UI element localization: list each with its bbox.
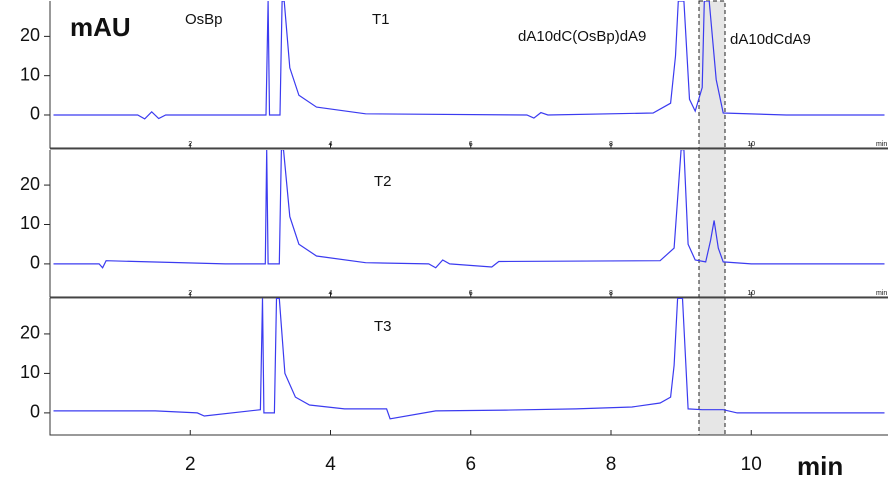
x-tick-label: 2	[188, 290, 192, 297]
y-tick-label: 10	[20, 362, 40, 382]
x-tick-label: 10	[747, 141, 755, 148]
y-tick-label: 10	[20, 64, 40, 84]
x-tick-label: 6	[469, 290, 473, 297]
x-tick-label: 6	[469, 141, 473, 148]
axis-frame	[49, 1, 888, 149]
y-tick-label: 20	[20, 174, 40, 194]
y-tick-label: 0	[30, 104, 40, 124]
x-axis-label: min	[876, 290, 887, 297]
trace	[53, 1, 885, 120]
x-tick-label: 2	[188, 141, 192, 148]
y-tick-label: 0	[30, 402, 40, 422]
y-tick-label: 10	[20, 213, 40, 233]
annotation: T2	[374, 173, 392, 190]
y-tick-label: 20	[20, 25, 40, 45]
trace	[53, 298, 885, 420]
x-tick-label: 4	[329, 141, 333, 148]
x-tick-label: 10	[747, 290, 755, 297]
highlight-box	[698, 0, 726, 436]
x-tick-label: 4	[329, 290, 333, 297]
annotation: T1	[372, 11, 390, 28]
x-tick-label: 8	[606, 454, 617, 475]
y-tick-label: 20	[20, 323, 40, 343]
annotation: dA10dCdA9	[730, 31, 811, 48]
annotation: dA10dC(OsBp)dA9	[518, 28, 646, 45]
axis-frame	[49, 298, 888, 436]
x-tick-label: 2	[185, 454, 196, 475]
axis-frame	[49, 150, 888, 298]
x-tick-label: 8	[609, 290, 613, 297]
x-tick-label: 10	[741, 454, 762, 475]
y-axis-label: mAU	[70, 12, 131, 42]
annotation: OsBp	[185, 11, 223, 28]
x-tick-label: 4	[325, 454, 336, 475]
y-tick-label: 0	[30, 253, 40, 273]
annotation: T3	[374, 318, 392, 335]
x-axis-label: min	[876, 141, 887, 148]
x-axis-label: min	[797, 451, 843, 480]
x-tick-label: 6	[465, 454, 476, 475]
trace	[53, 150, 885, 269]
x-tick-label: 8	[609, 141, 613, 148]
